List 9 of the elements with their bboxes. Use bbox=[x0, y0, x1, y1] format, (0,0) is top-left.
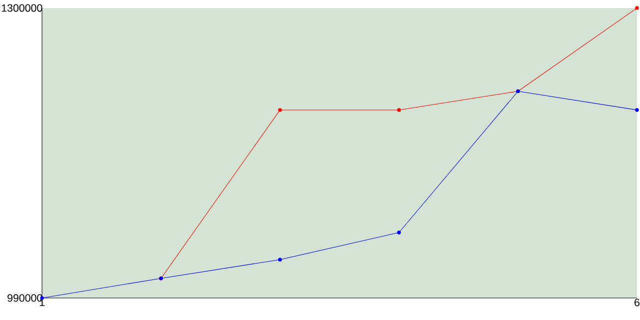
point bbox=[635, 6, 639, 10]
point bbox=[397, 108, 401, 112]
point bbox=[397, 230, 401, 234]
y-tick-label: 990000 bbox=[8, 294, 42, 302]
point bbox=[278, 108, 282, 112]
point bbox=[278, 258, 282, 262]
x-tick-label: 6 bbox=[634, 298, 640, 306]
y-tick-label: 1300000 bbox=[2, 4, 42, 12]
point bbox=[635, 108, 639, 112]
